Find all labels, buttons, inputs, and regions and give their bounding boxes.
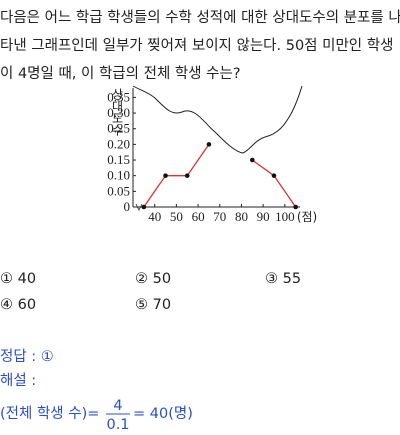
axis-break [135,203,143,211]
choice: ① 40 [0,271,36,287]
choice: ④ 60 [0,297,36,313]
data-point [163,173,168,178]
y-tick-label: 0.20 [107,136,130,151]
y-tick-label: 0.25 [107,121,130,136]
y-tick-label: 0.05 [107,183,130,198]
problem-line: 타낸 그래프인데 일부가 찢어져 보이지 않는다. 50점 미만인 학생 [0,37,393,54]
data-point [184,173,190,178]
x-tick-label: 100 [275,209,295,224]
x-tick-label: 70 [213,209,226,224]
y-tick-label: 0.30 [107,105,130,120]
y-tick-label: 0.35 [107,89,130,104]
problem-line: 이 4명일 때, 이 학급의 전체 학생 수는? [0,65,241,82]
x-unit: (점) [297,210,317,224]
data-point [271,173,277,178]
x-tick-label: 50 [170,209,183,224]
x-tick-label: 90 [257,209,270,224]
solution-lhs: (전체 학생 수)= [0,405,99,422]
problem-line: 다음은 어느 학급 학생들의 수학 성적에 대한 상대도수의 분포를 나 [0,9,400,26]
data-point [141,204,147,210]
torn-edge [132,85,303,154]
data-point [206,142,212,147]
denominator: 0.1 [106,417,129,431]
numerator: 4 [113,398,122,414]
x-tick-label: 80 [235,209,248,224]
y-tick-label: 0.10 [107,168,130,183]
choice: ② 50 [135,271,171,287]
solution-label: 해설 : [0,372,36,389]
data-point [293,204,298,210]
y-axis-label: 상대도수 [110,88,124,136]
choice: ③ 55 [265,271,301,287]
answer: 정답 : ① [0,348,54,365]
y-tick-label: 0 [124,199,131,214]
x-tick-label: 40 [148,209,161,224]
choice: ⑤ 70 [135,297,171,313]
x-tick-label: 60 [192,209,205,224]
solution-rhs: = 40(명) [133,405,193,422]
y-tick-label: 0.15 [107,152,130,167]
data-point [249,157,255,163]
